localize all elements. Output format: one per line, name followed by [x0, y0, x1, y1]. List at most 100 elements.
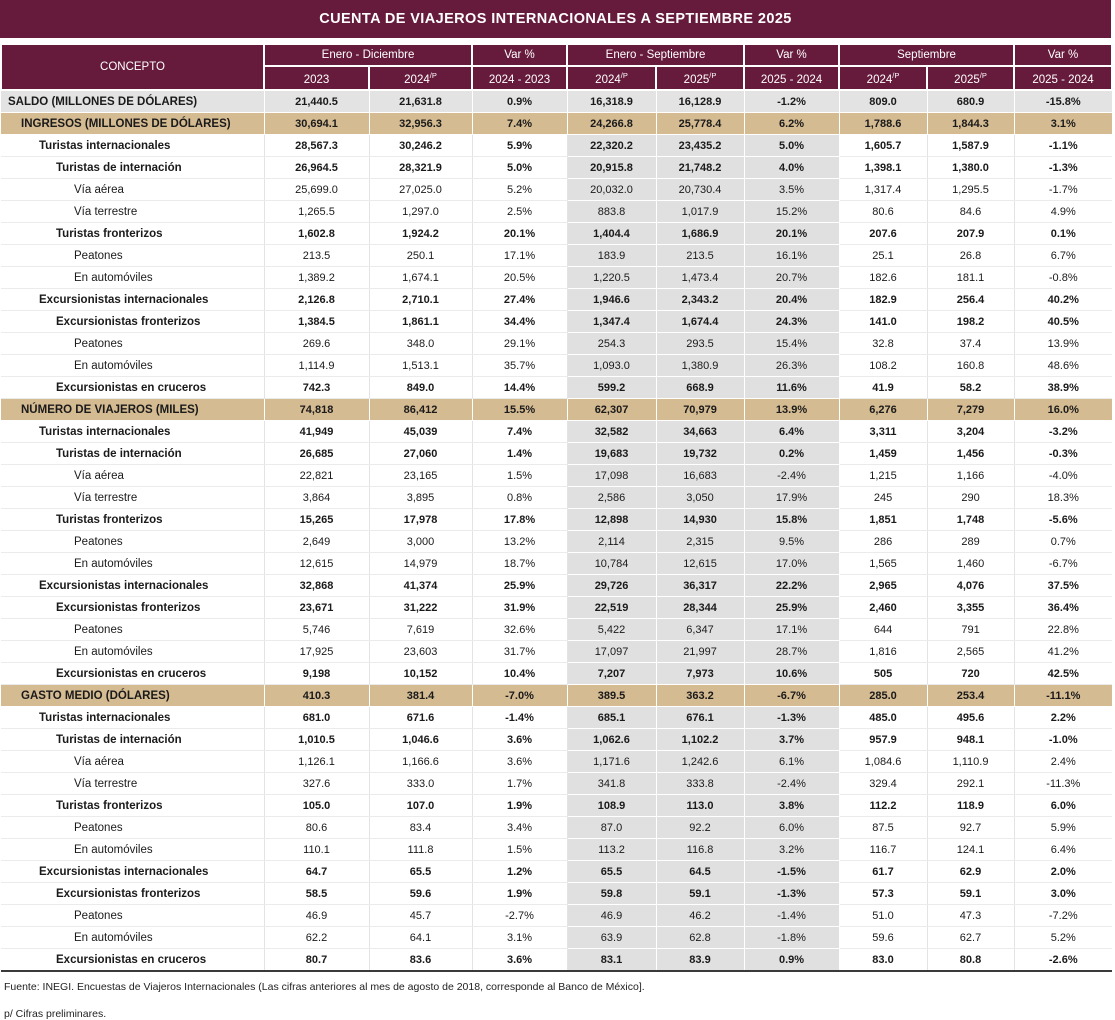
value-cell: 22.8%: [1014, 618, 1113, 641]
table-row: Excursionistas internacionales 32,868 41,3…: [1, 574, 1113, 597]
value-cell: 62.8: [656, 926, 745, 949]
value-cell: 6.0%: [744, 816, 840, 839]
value-cell: 4,076: [927, 574, 1015, 597]
value-cell: 45.7: [369, 904, 473, 927]
row-label: INGRESOS (MILLONES DE DÓLARES): [1, 112, 265, 135]
value-cell: 80.6: [264, 816, 370, 839]
value-cell: 13.9%: [1014, 332, 1113, 355]
value-cell: 26,964.5: [264, 156, 370, 179]
value-cell: 3.2%: [744, 838, 840, 861]
value-cell: 2.4%: [1014, 750, 1113, 773]
value-cell: -1.5%: [744, 860, 840, 883]
value-cell: 333.8: [656, 772, 745, 795]
value-cell: 22,519: [567, 596, 657, 619]
value-cell: 348.0: [369, 332, 473, 355]
value-cell: 1,565: [839, 552, 928, 575]
value-cell: 31,222: [369, 596, 473, 619]
value-cell: -7.2%: [1014, 904, 1113, 927]
value-cell: 59.1: [927, 882, 1015, 905]
value-cell: 10.6%: [744, 662, 840, 685]
value-cell: 17.1%: [472, 244, 568, 267]
table-row: Peatones 213.5 250.1 17.1% 183.9 213.5 16.1% 25…: [1, 244, 1113, 267]
value-cell: -1.3%: [1014, 156, 1113, 179]
value-cell: 181.1: [927, 266, 1015, 289]
value-cell: 680.9: [927, 90, 1015, 113]
value-cell: 13.9%: [744, 398, 840, 421]
column-header-var-2024-2023: 2024 - 2023: [471, 65, 569, 91]
value-cell: 2,114: [567, 530, 657, 553]
value-cell: 36.4%: [1014, 596, 1113, 619]
row-label: Excursionistas en cruceros: [1, 662, 265, 685]
table-row: SALDO (MILLONES DE DÓLARES) 21,440.5 21,63…: [1, 90, 1113, 113]
value-cell: 17.1%: [744, 618, 840, 641]
value-cell: 1.7%: [472, 772, 568, 795]
value-cell: 3.0%: [1014, 882, 1113, 905]
value-cell: 3,050: [656, 486, 745, 509]
value-cell: 25.1: [839, 244, 928, 267]
value-cell: 2,343.2: [656, 288, 745, 311]
value-cell: 0.7%: [1014, 530, 1113, 553]
table-row: Peatones 5,746 7,619 32.6% 5,422 6,347 17.1% 64…: [1, 618, 1113, 641]
value-cell: 7.4%: [472, 420, 568, 443]
value-cell: 24,266.8: [567, 112, 657, 135]
value-cell: 1,602.8: [264, 222, 370, 245]
value-cell: 17,925: [264, 640, 370, 663]
value-cell: 2,565: [927, 640, 1015, 663]
value-cell: 6.0%: [1014, 794, 1113, 817]
value-cell: 12,615: [264, 552, 370, 575]
value-cell: 21,631.8: [369, 90, 473, 113]
value-cell: 16,683: [656, 464, 745, 487]
value-cell: 110.1: [264, 838, 370, 861]
value-cell: 1.9%: [472, 794, 568, 817]
value-cell: 2,965: [839, 574, 928, 597]
value-cell: 1,851: [839, 508, 928, 531]
value-cell: 5.2%: [1014, 926, 1113, 949]
value-cell: 1,456: [927, 442, 1015, 465]
value-cell: 86,412: [369, 398, 473, 421]
value-cell: 1.2%: [472, 860, 568, 883]
column-header-var-2025-2024-month: 2025 - 2024: [1013, 65, 1114, 91]
value-cell: 2.2%: [1014, 706, 1113, 729]
value-cell: 1,398.1: [839, 156, 928, 179]
value-cell: 1,295.5: [927, 178, 1015, 201]
value-cell: 47.3: [927, 904, 1015, 927]
value-cell: 292.1: [927, 772, 1015, 795]
value-cell: 3,895: [369, 486, 473, 509]
value-cell: 2,586: [567, 486, 657, 509]
value-cell: 12,615: [656, 552, 745, 575]
value-cell: 1,102.2: [656, 728, 745, 751]
row-label: Vía terrestre: [1, 486, 265, 509]
value-cell: 3.5%: [744, 178, 840, 201]
value-cell: 644: [839, 618, 928, 641]
row-label: Turistas internacionales: [1, 706, 265, 729]
row-label: Excursionistas fronterizos: [1, 596, 265, 619]
value-cell: 19,683: [567, 442, 657, 465]
value-cell: 14.4%: [472, 376, 568, 399]
value-cell: 5,422: [567, 618, 657, 641]
value-cell: -15.8%: [1014, 90, 1113, 113]
value-cell: 37.5%: [1014, 574, 1113, 597]
value-cell: -3.2%: [1014, 420, 1113, 443]
column-group-enero-septiembre: Enero - Septiembre: [566, 43, 746, 67]
value-cell: 59.8: [567, 882, 657, 905]
value-cell: -7.0%: [472, 684, 568, 707]
value-cell: 80.8: [927, 948, 1015, 972]
value-cell: 18.7%: [472, 552, 568, 575]
row-label: Excursionistas en cruceros: [1, 948, 265, 972]
value-cell: 16,128.9: [656, 90, 745, 113]
value-cell: 26.3%: [744, 354, 840, 377]
table-row: Turistas internacionales 28,567.3 30,246.2…: [1, 134, 1113, 157]
value-cell: 3,311: [839, 420, 928, 443]
value-cell: 1,674.4: [656, 310, 745, 333]
value-cell: 7,207: [567, 662, 657, 685]
value-cell: 1,062.6: [567, 728, 657, 751]
value-cell: 1,017.9: [656, 200, 745, 223]
value-cell: -1.4%: [744, 904, 840, 927]
row-label: GASTO MEDIO (DÓLARES): [1, 684, 265, 707]
value-cell: 293.5: [656, 332, 745, 355]
row-label: En automóviles: [1, 266, 265, 289]
row-label: Peatones: [1, 904, 265, 927]
value-cell: 182.9: [839, 288, 928, 311]
preliminary-note: p/ Cifras preliminares.: [4, 1008, 107, 1020]
value-cell: 113.0: [656, 794, 745, 817]
